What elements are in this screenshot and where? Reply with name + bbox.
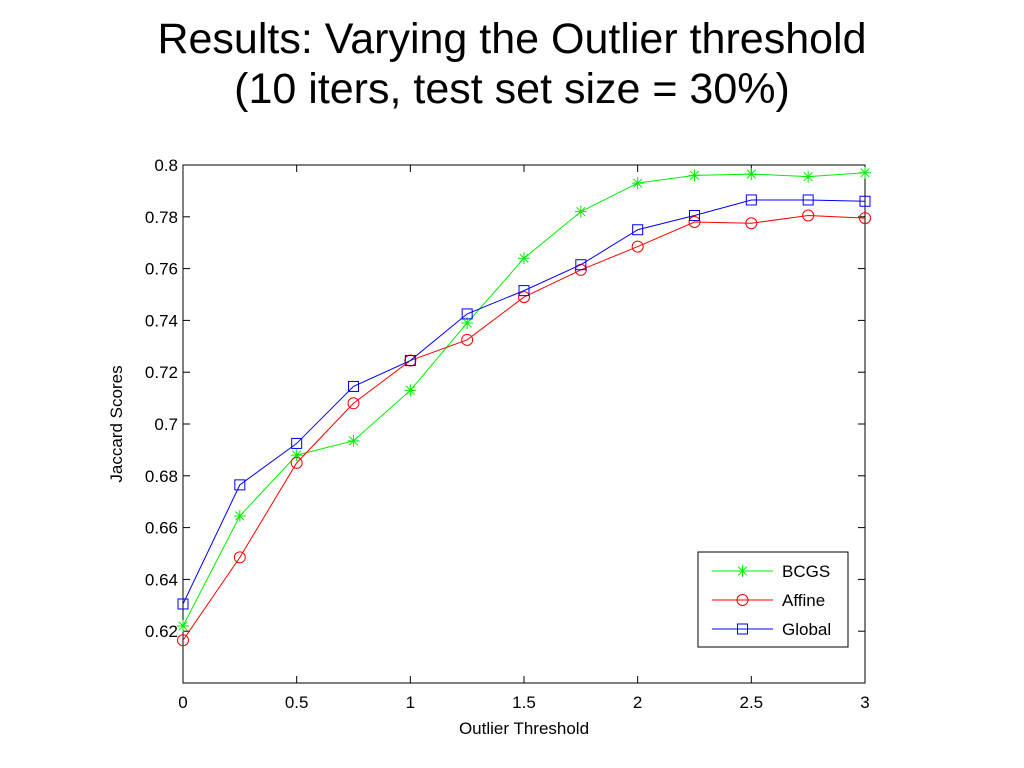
data-point-bcgs bbox=[688, 169, 701, 182]
data-point-affine bbox=[347, 397, 360, 410]
data-point-global bbox=[404, 355, 416, 367]
y-tick-label: 0.62 bbox=[145, 622, 178, 641]
data-point-bcgs bbox=[404, 384, 417, 397]
data-point-bcgs bbox=[177, 620, 189, 633]
legend-label-affine: Affine bbox=[782, 591, 825, 610]
x-axis-label: Outlier Threshold bbox=[459, 719, 589, 738]
series-bcgs bbox=[177, 166, 871, 633]
data-point-affine bbox=[859, 212, 871, 225]
series-affine bbox=[177, 209, 871, 647]
data-point-global bbox=[177, 598, 189, 610]
x-tick-label: 3 bbox=[860, 693, 869, 712]
axis-ticks: 0 0.5 1 1.5 2 2.5 3 0.62 0.64 0.66 0.68 0.7 0.72 0.74… bbox=[145, 156, 870, 712]
data-point-global bbox=[859, 195, 871, 207]
data-point-bcgs bbox=[347, 434, 360, 447]
series-line-affine bbox=[182, 215, 866, 641]
data-point-affine bbox=[461, 333, 474, 346]
data-point-global bbox=[348, 380, 359, 392]
slide-title-line-2: (10 iters, test set size = 30%) bbox=[234, 65, 790, 113]
legend-items: BCGS Affine Global bbox=[712, 562, 831, 639]
slide-title-line-1: Results: Varying the Outlier threshold bbox=[157, 15, 867, 63]
y-tick-label: 0.8 bbox=[154, 156, 178, 175]
data-point-affine bbox=[177, 634, 189, 647]
data-point-bcgs bbox=[574, 205, 587, 218]
x-tick-label: 2.5 bbox=[740, 693, 764, 712]
y-tick-label: 0.78 bbox=[145, 208, 178, 227]
y-tick-label: 0.76 bbox=[145, 260, 178, 279]
data-point-global bbox=[518, 285, 530, 297]
legend-label-bcgs: BCGS bbox=[782, 562, 830, 581]
data-point-global bbox=[632, 224, 644, 236]
legend-marker-bcgs bbox=[736, 565, 749, 577]
data-point-affine bbox=[688, 215, 701, 228]
data-point-bcgs bbox=[631, 177, 644, 190]
data-point-bcgs bbox=[745, 168, 758, 181]
data-point-bcgs bbox=[802, 170, 815, 183]
y-tick-label: 0.72 bbox=[145, 363, 178, 382]
data-point-global bbox=[802, 194, 814, 206]
data-point-affine bbox=[290, 456, 303, 469]
data-point-affine bbox=[631, 240, 644, 253]
data-point-global bbox=[291, 437, 303, 449]
legend-marker-affine bbox=[736, 594, 749, 606]
y-tick-label: 0.64 bbox=[145, 570, 178, 589]
data-point-affine bbox=[745, 217, 758, 230]
data-point-global bbox=[234, 479, 246, 491]
data-point-affine bbox=[802, 209, 815, 222]
data-point-bcgs bbox=[518, 252, 530, 265]
data-series bbox=[177, 166, 871, 647]
y-tick-label: 0.66 bbox=[145, 519, 178, 538]
data-point-bcgs bbox=[290, 449, 303, 462]
data-point-affine bbox=[518, 291, 530, 304]
x-tick-label: 0.5 bbox=[285, 693, 309, 712]
series-global bbox=[177, 194, 871, 610]
slide-title: Results: Varying the Outlier threshold (… bbox=[0, 14, 1024, 114]
legend: BCGS Affine Global bbox=[697, 551, 849, 648]
data-point-global bbox=[575, 259, 587, 271]
y-axis-label: Jaccard Scores bbox=[107, 365, 126, 482]
data-point-bcgs bbox=[461, 316, 474, 329]
legend-marker-global bbox=[737, 623, 748, 635]
y-tick-label: 0.68 bbox=[145, 467, 178, 486]
data-point-global bbox=[745, 194, 757, 206]
data-point-affine bbox=[233, 551, 246, 564]
data-point-bcgs bbox=[859, 166, 871, 179]
x-tick-label: 1 bbox=[406, 693, 415, 712]
series-line-global bbox=[182, 199, 866, 605]
y-tick-label: 0.7 bbox=[154, 415, 178, 434]
y-tick-label: 0.74 bbox=[145, 311, 178, 330]
data-point-bcgs bbox=[233, 509, 246, 522]
x-tick-label: 0 bbox=[178, 693, 187, 712]
data-point-global bbox=[461, 308, 473, 320]
x-tick-label: 2 bbox=[633, 693, 642, 712]
x-tick-label: 1.5 bbox=[512, 693, 536, 712]
data-point-global bbox=[689, 210, 700, 222]
legend-label-global: Global bbox=[782, 620, 831, 639]
